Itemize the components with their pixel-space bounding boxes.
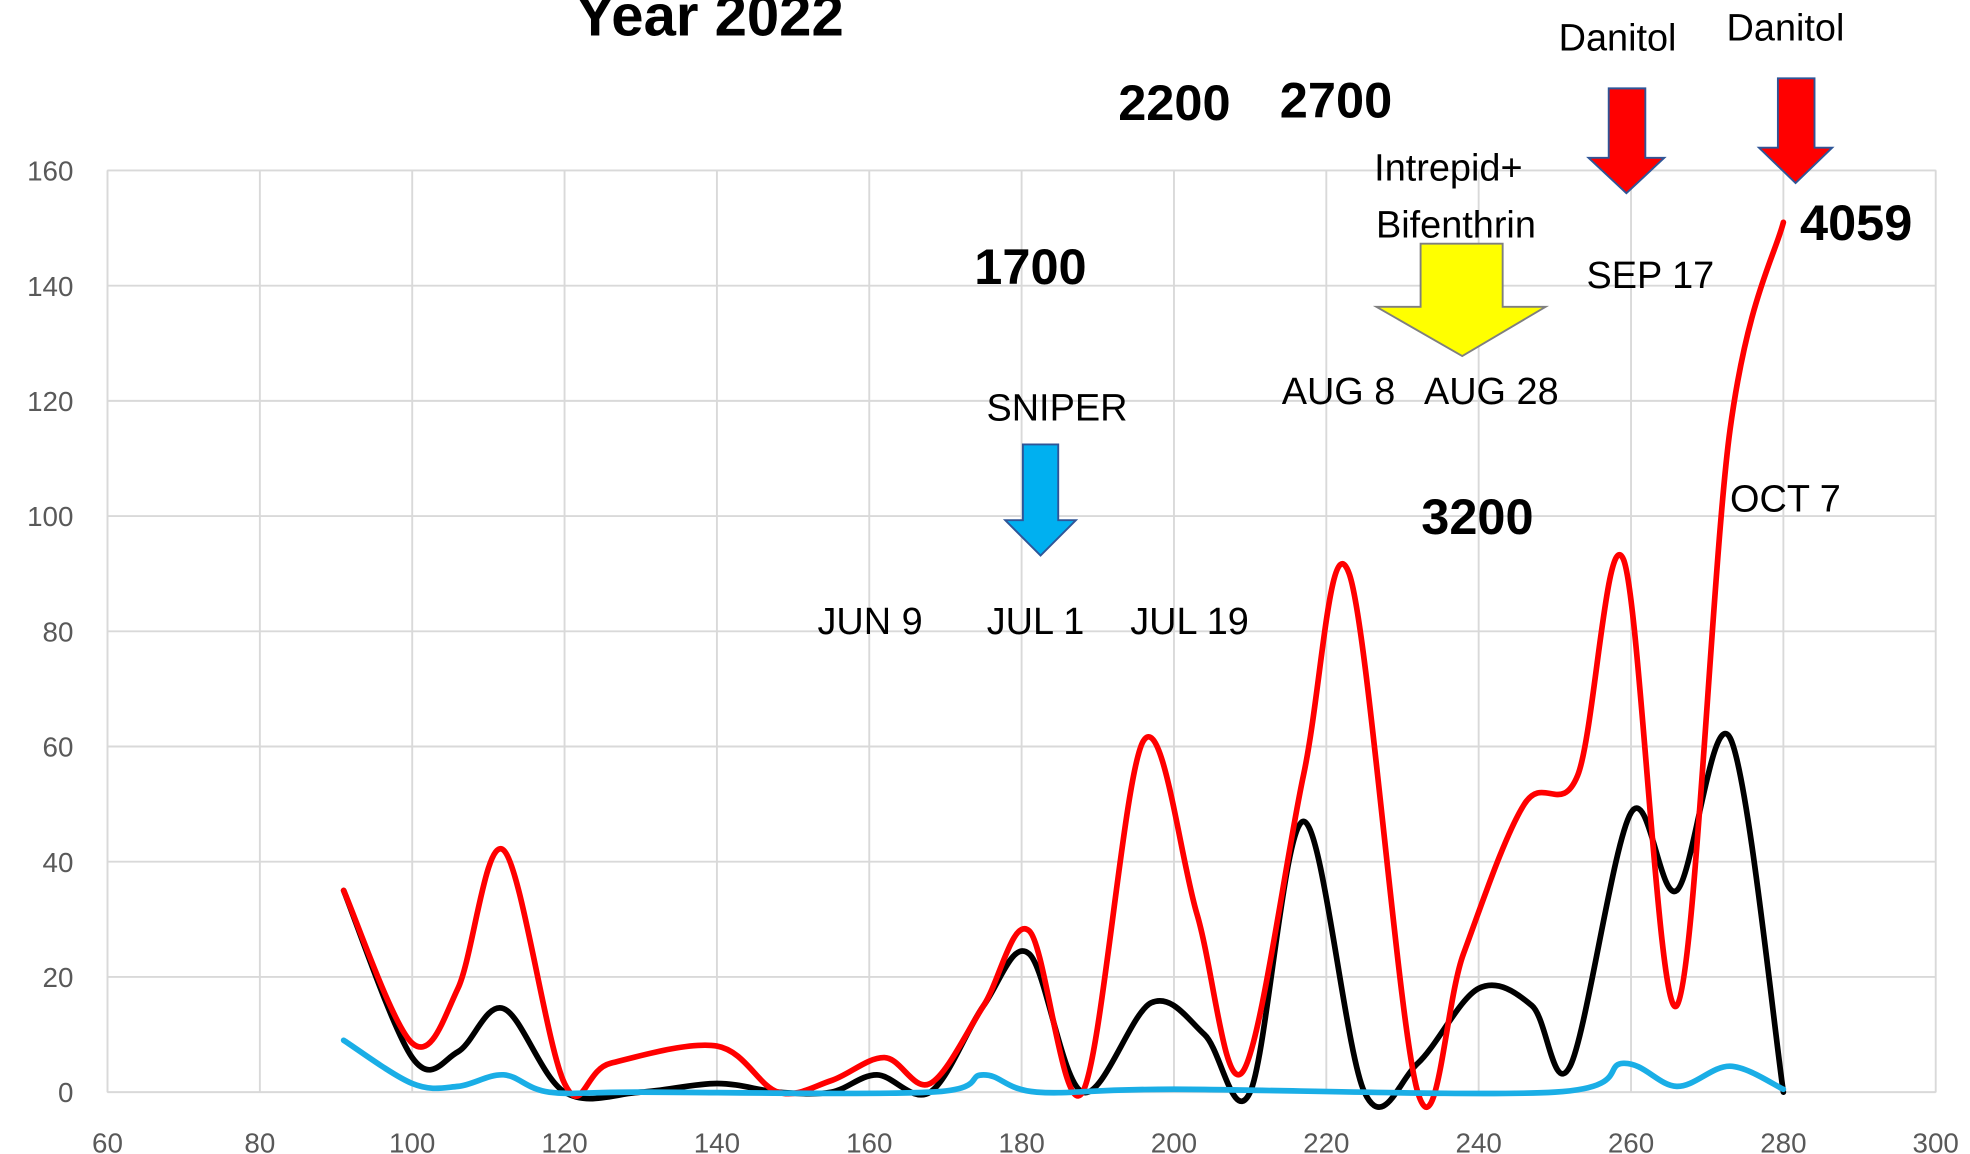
annotation: SEP 17: [1587, 255, 1715, 297]
y-tick-label: 140: [27, 271, 73, 302]
y-tick-label: 120: [27, 386, 73, 417]
arrow: [1002, 443, 1079, 557]
y-tick-label: 100: [27, 501, 73, 532]
annotation: AUG 8: [1282, 371, 1396, 413]
y-tick-label: 40: [43, 847, 74, 878]
annotation: 2700: [1280, 71, 1392, 128]
arrow: [1372, 242, 1550, 358]
y-tick-label: 0: [58, 1077, 73, 1108]
x-tick-label: 280: [1760, 1128, 1806, 1154]
y-tick-label: 160: [27, 156, 73, 187]
annotation: 4059: [1800, 194, 1912, 251]
x-tick-label: 140: [694, 1128, 740, 1154]
annotation: 3200: [1421, 488, 1533, 545]
series-line: [340, 1037, 1787, 1097]
arrow: [1756, 77, 1835, 185]
series-line: [340, 219, 1787, 1111]
annotation: Danitol: [1559, 18, 1677, 60]
y-tick-label: 60: [43, 732, 74, 763]
annotation: JUL 1: [987, 601, 1085, 643]
x-tick-label: 300: [1913, 1128, 1959, 1154]
annotation: JUL 19: [1130, 601, 1249, 643]
x-tick-label: 260: [1608, 1128, 1654, 1154]
y-tick-label: 80: [43, 616, 74, 647]
annotation: OCT 7: [1730, 478, 1841, 520]
x-tick-label: 120: [541, 1128, 587, 1154]
x-tick-label: 80: [244, 1128, 275, 1154]
annotation: JUN 9: [818, 601, 923, 643]
annotation: Bifenthrin: [1376, 204, 1536, 246]
annotation: AUG 28: [1424, 371, 1559, 413]
y-tick-label: 20: [43, 962, 74, 993]
x-tick-label: 180: [998, 1128, 1044, 1154]
annotation: Intrepid+: [1374, 148, 1522, 190]
chart-title: Year 2022: [576, 0, 844, 48]
annotation: SNIPER: [986, 387, 1127, 429]
x-tick-label: 200: [1151, 1128, 1197, 1154]
x-tick-label: 220: [1303, 1128, 1349, 1154]
x-tick-label: 160: [846, 1128, 892, 1154]
arrow: [1586, 87, 1667, 195]
x-tick-label: 60: [92, 1128, 123, 1154]
annotation: Danitol: [1727, 7, 1845, 49]
x-tick-label: 100: [389, 1128, 435, 1154]
x-tick-label: 240: [1456, 1128, 1502, 1154]
annotation: 2200: [1118, 74, 1230, 131]
annotation: 1700: [974, 238, 1086, 295]
